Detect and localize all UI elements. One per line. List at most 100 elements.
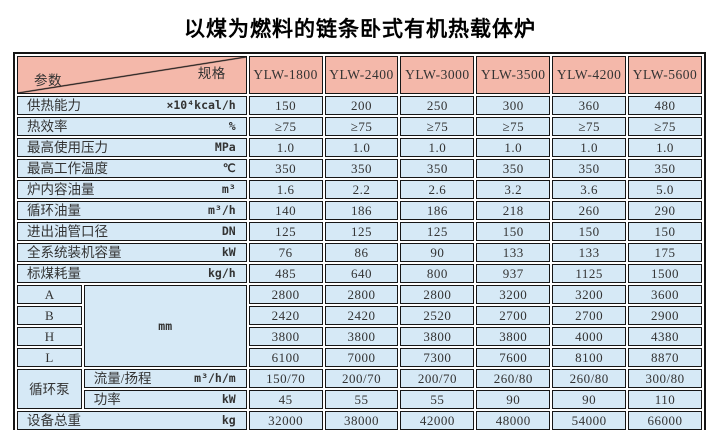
value-cell: 3800 [476,327,551,346]
dimension-unit-cell: mm [83,285,247,367]
value-cell: 133 [476,243,551,262]
value-cell: 350 [476,159,551,178]
value-cell: 2420 [248,306,323,325]
corner-spec-label: 规格 [197,66,226,81]
value-cell: 2520 [400,306,475,325]
value-cell: 133 [552,243,627,262]
value-cell: 48000 [476,411,551,430]
value-cell: 125 [248,222,323,241]
value-cell: 2.6 [400,180,475,199]
value-cell: 7300 [400,348,475,367]
row-dimension-b: B 2420 2420 2520 2700 2700 2900 [17,306,702,325]
param-unit: m³/h [208,203,236,217]
row-heating-capacity: 供热能力 ×10⁴kcal/h 150 200 250 300 360 480 [17,96,702,115]
value-cell: 485 [248,264,323,283]
header-row: 规格 参数 YLW-1800 YLW-2400 YLW-3000 YLW-350… [17,56,702,94]
page-title: 以煤为燃料的链条卧式有机热载体炉 [184,18,536,41]
label-cell: 炉内容油量 m³ [17,180,247,199]
value-cell: 260/80 [552,369,627,388]
param-unit: DN [221,224,236,238]
param-label: 最高工作温度 [27,161,108,176]
value-cell: 32000 [248,411,323,430]
param-label: 最高使用压力 [27,140,108,155]
dimension-label: L [17,348,82,367]
value-cell: 350 [400,159,475,178]
param-label: 热效率 [27,119,68,134]
value-cell: ≥75 [324,117,399,136]
label-cell: 最高工作温度 ℃ [17,159,247,178]
param-unit: kW [221,245,236,259]
value-cell: 3200 [552,285,627,304]
corner-diagonal-cell: 规格 参数 [17,56,247,94]
label-cell: 流量/扬程 m³/h/m [83,369,247,388]
value-cell: 2900 [628,306,702,325]
param-unit: kg [221,413,236,427]
label-cell: 标煤耗量 kg/h [17,264,247,283]
value-cell: 3.6 [552,180,627,199]
value-cell: 1125 [552,264,627,283]
value-cell: 90 [552,390,627,409]
row-pump-flow-head: 循环泵 流量/扬程 m³/h/m 150/70 200/70 200/70 260… [17,369,702,409]
value-cell: ≥75 [628,117,702,136]
row-pump-power: 功率 kW 45 55 55 90 90 110 [17,390,702,409]
value-cell: 300/80 [628,369,702,388]
dimension-label: H [17,327,82,346]
corner-param-label: 参数 [34,73,62,88]
param-label: 设备总重 [27,413,81,428]
value-cell: 2800 [248,285,323,304]
value-cell: 110 [628,390,702,409]
value-cell: 350 [324,159,399,178]
row-dimension-a: A mm 2800 2800 2800 3200 3200 3600 [17,285,702,367]
label-cell: 设备总重 kg [17,411,247,430]
value-cell: 3600 [628,285,702,304]
dimension-label: A [17,285,82,304]
value-cell: 480 [628,96,702,115]
label-cell: 最高使用压力 MPa [17,138,247,157]
row-installed-power: 全系统装机容量 kW 76 86 90 133 133 175 [17,243,702,262]
param-label: 供热能力 [27,98,81,113]
value-cell: 7000 [324,348,399,367]
label-cell: 供热能力 ×10⁴kcal/h [17,96,247,115]
value-cell: ≥75 [248,117,323,136]
row-coal-consumption: 标煤耗量 kg/h 485 640 800 937 1125 1500 [17,264,702,283]
value-cell: 86 [324,243,399,262]
value-cell: 175 [628,243,702,262]
param-label: 进出油管口径 [27,224,108,239]
spec-table: 规格 参数 YLW-1800 YLW-2400 YLW-3000 YLW-350… [13,52,706,430]
value-cell: 800 [400,264,475,283]
value-cell: 55 [400,390,475,409]
label-cell: 功率 kW [83,390,247,409]
value-cell: 200 [324,96,399,115]
value-cell: 260/80 [476,369,551,388]
row-dimension-l: L 6100 7000 7300 7600 8100 8870 [17,348,702,367]
row-dimension-h: H 3800 3800 3800 3800 4000 4380 [17,327,702,346]
param-label: 循环油量 [27,203,81,218]
param-unit: ×10⁴kcal/h [166,98,236,112]
dimension-label: B [17,306,82,325]
value-cell: 5.0 [628,180,702,199]
value-cell: 3800 [324,327,399,346]
param-label: 标煤耗量 [27,266,81,281]
model-header: YLW-3500 [476,56,551,94]
value-cell: 4000 [552,327,627,346]
value-cell: 6100 [248,348,323,367]
value-cell: 640 [324,264,399,283]
param-label: 炉内容油量 [27,182,95,197]
model-header: YLW-1800 [248,56,323,94]
value-cell: ≥75 [552,117,627,136]
model-header: YLW-4200 [552,56,627,94]
value-cell: 1.0 [248,138,323,157]
value-cell: 1500 [628,264,702,283]
value-cell: 66000 [628,411,702,430]
row-max-working-pressure: 最高使用压力 MPa 1.0 1.0 1.0 1.0 1.0 1.0 [17,138,702,157]
value-cell: 186 [400,201,475,220]
value-cell: 290 [628,201,702,220]
value-cell: 250 [400,96,475,115]
value-cell: 218 [476,201,551,220]
param-unit: ℃ [222,161,236,175]
value-cell: 4380 [628,327,702,346]
value-cell: 300 [476,96,551,115]
value-cell: ≥75 [400,117,475,136]
value-cell: 55 [324,390,399,409]
value-cell: 38000 [324,411,399,430]
